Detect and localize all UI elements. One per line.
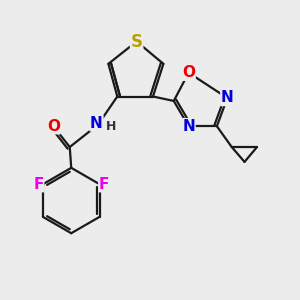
Text: F: F bbox=[33, 177, 44, 192]
Text: O: O bbox=[47, 119, 60, 134]
Text: N: N bbox=[90, 116, 103, 131]
Text: O: O bbox=[182, 65, 195, 80]
Text: H: H bbox=[105, 120, 116, 133]
Text: N: N bbox=[182, 119, 195, 134]
Text: N: N bbox=[221, 91, 234, 106]
Text: F: F bbox=[99, 177, 109, 192]
Text: S: S bbox=[130, 32, 142, 50]
